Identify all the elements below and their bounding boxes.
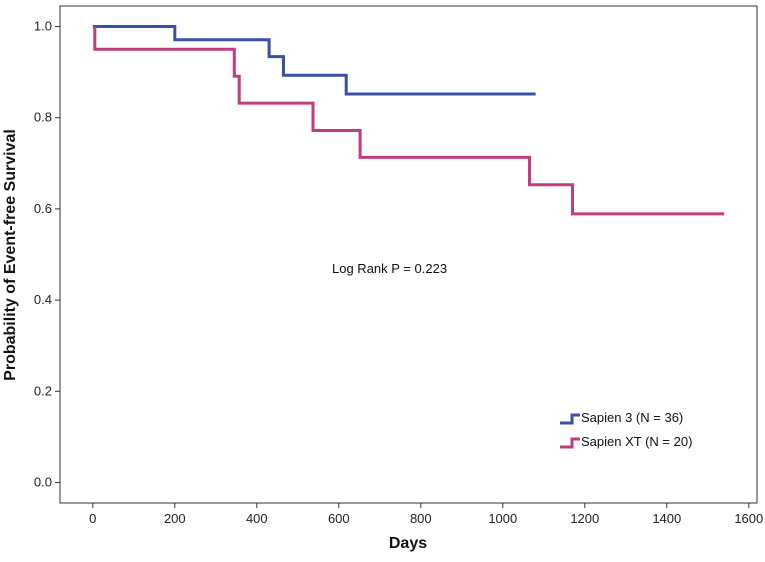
x-tick-label: 1000 bbox=[488, 511, 517, 526]
y-tick-label: 0.8 bbox=[34, 110, 52, 125]
legend: Sapien 3 (N = 36) Sapien XT (N = 20) bbox=[560, 410, 692, 449]
x-tick-label: 1600 bbox=[734, 511, 763, 526]
y-tick-label: 0.6 bbox=[34, 201, 52, 216]
legend-item: Sapien XT (N = 20) bbox=[560, 434, 692, 449]
x-tick-label: 1400 bbox=[652, 511, 681, 526]
y-axis-title: Probability of Event-free Survival bbox=[2, 129, 19, 381]
x-tick-label: 0 bbox=[89, 511, 96, 526]
y-tick-label: 0.2 bbox=[34, 383, 52, 398]
legend-label: Sapien XT (N = 20) bbox=[581, 434, 692, 449]
y-tick-label: 0.0 bbox=[34, 474, 52, 489]
legend-swatch bbox=[560, 437, 580, 449]
x-tick-label: 400 bbox=[246, 511, 268, 526]
survival-curves bbox=[92, 25, 725, 216]
x-axis-ticks: 0 200 400 600 800 1000 1200 1400 1600 bbox=[89, 503, 763, 526]
y-tick-label: 0.4 bbox=[34, 292, 52, 307]
legend-swatch bbox=[560, 413, 580, 425]
x-tick-label: 800 bbox=[410, 511, 432, 526]
y-tick-label: 1.0 bbox=[34, 19, 52, 34]
series-line-2 bbox=[93, 26, 725, 216]
x-tick-label: 600 bbox=[328, 511, 350, 526]
y-axis-ticks: 0.0 0.2 0.4 0.6 0.8 1.0 bbox=[34, 19, 60, 489]
series-line-1 bbox=[92, 25, 536, 96]
log-rank-annotation: Log Rank P = 0.223 bbox=[332, 261, 447, 276]
legend-item: Sapien 3 (N = 36) bbox=[560, 410, 683, 425]
plot-frame bbox=[59, 5, 758, 504]
x-tick-label: 200 bbox=[164, 511, 186, 526]
legend-label: Sapien 3 (N = 36) bbox=[581, 410, 683, 425]
x-axis-title: Days bbox=[389, 535, 427, 552]
x-tick-label: 1200 bbox=[570, 511, 599, 526]
